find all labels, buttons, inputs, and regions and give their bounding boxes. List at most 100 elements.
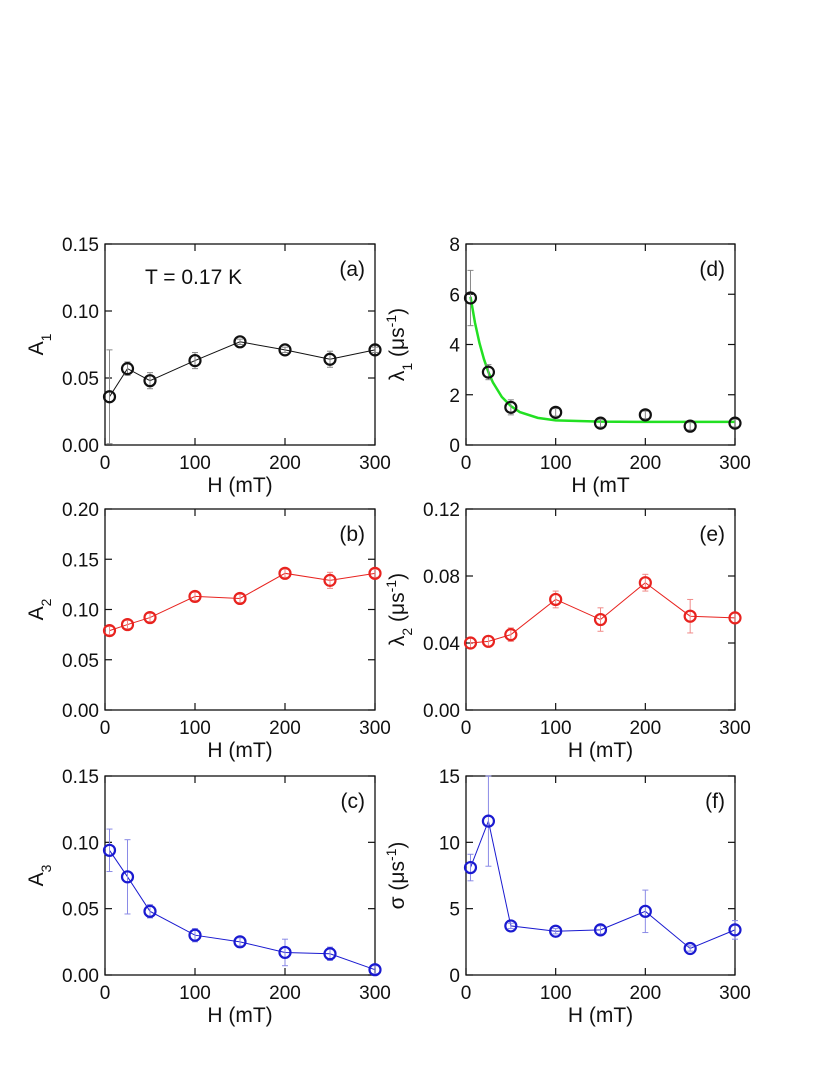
data-point	[504, 400, 518, 414]
y-tick-label: 0.05	[62, 369, 99, 390]
error-bar	[687, 945, 694, 952]
data-point	[278, 945, 292, 960]
error-bar	[106, 349, 113, 445]
y-axis-label: λ2 (μs-1)	[383, 573, 415, 646]
y-label-part: (μs	[386, 327, 409, 362]
x-tick-label: 300	[719, 983, 751, 1004]
error-bar	[467, 853, 474, 882]
panel: 0.00 0.04 0.08 0.12 0 100 200 300 H (mT) λ2 (μs-1…	[383, 500, 751, 762]
data-point	[233, 591, 247, 606]
series-line	[470, 819, 736, 950]
error-bar	[642, 410, 649, 420]
y-axis-label: A2	[25, 598, 54, 620]
x-tick-label: 0	[100, 983, 111, 1004]
error-bar	[687, 421, 694, 431]
data-point	[323, 947, 337, 961]
error-bar	[124, 839, 131, 915]
panel-label: (c)	[341, 790, 366, 813]
data-point	[188, 353, 202, 368]
data-point	[638, 408, 652, 422]
error-bar	[732, 418, 738, 428]
x-tick-label: 200	[629, 983, 661, 1004]
data-point	[368, 566, 382, 580]
y-tick-label: 6	[449, 285, 460, 306]
y-label-part: 1	[38, 333, 54, 341]
y-axis-label: σ (μs-1)	[383, 842, 409, 910]
x-tick-label: 100	[540, 453, 572, 474]
error-bar	[597, 418, 604, 428]
data-point	[323, 573, 337, 587]
x-tick-label: 200	[629, 453, 661, 474]
y-tick-label: 0.10	[62, 302, 99, 323]
y-tick-label: 4	[449, 336, 460, 357]
y-tick-label: 5	[449, 900, 460, 921]
y-label-part: 1	[399, 363, 415, 371]
data-point	[120, 362, 135, 376]
data-point	[102, 390, 117, 404]
y-label-part: 2	[399, 628, 415, 636]
error-bar	[507, 922, 514, 930]
data-point	[278, 566, 292, 580]
y-label-part: -1	[383, 580, 399, 593]
data-point	[504, 628, 518, 642]
panel: 0.00 0.05 0.10 0.15 0 100 200 300 H (mT) A1 (a) T =…	[25, 235, 391, 497]
series-line	[109, 341, 376, 398]
panel: 0.00 0.05 0.10 0.15 0.20 0 100 200 300 H (mT) A2 (b…	[25, 500, 391, 762]
error-bar	[106, 828, 113, 873]
x-tick-label: 0	[461, 983, 472, 1004]
y-tick-label: 0.05	[62, 900, 99, 921]
data-point	[233, 935, 247, 949]
y-tick-label: 0.05	[62, 651, 99, 672]
x-tick-label: 300	[359, 453, 391, 474]
error-bar	[552, 408, 559, 417]
data-point	[233, 335, 247, 349]
panel: 0 5 10 15 0 100 200 300 H (mT) σ (μs-1) (f)	[383, 767, 751, 1027]
y-tick-label: 0.00	[62, 701, 99, 722]
error-bar	[282, 346, 288, 354]
x-tick-label: 200	[629, 718, 661, 739]
x-tick-label: 100	[179, 453, 211, 474]
y-tick-label: 8	[449, 235, 460, 256]
x-tick-label: 300	[359, 983, 391, 1004]
x-tick-label: 0	[461, 718, 472, 739]
plot-frame	[104, 508, 376, 711]
data-point	[593, 612, 608, 627]
y-label-part: -1	[383, 315, 399, 328]
x-tick-label: 300	[719, 453, 751, 474]
x-tick-label: 0	[461, 453, 472, 474]
panel-label: (b)	[339, 523, 365, 546]
y-label-part: )	[386, 842, 409, 849]
data-point	[368, 963, 382, 977]
x-axis-label: H (mT)	[207, 1004, 272, 1027]
x-tick-label: 200	[269, 453, 301, 474]
panel-label: (e)	[699, 523, 725, 546]
error-bar	[282, 938, 288, 967]
data-point	[728, 923, 742, 937]
y-tick-label: 0.00	[62, 966, 99, 987]
data-point	[143, 374, 157, 388]
x-tick-label: 300	[719, 718, 751, 739]
y-axis-label: A3	[25, 864, 54, 886]
panel: 0.00 0.05 0.10 0.15 0 100 200 300 H (mT) A3 (c)	[25, 767, 391, 1027]
x-axis-label: H (mT)	[207, 739, 272, 762]
y-tick-label: 10	[439, 833, 460, 854]
data-point	[638, 576, 652, 590]
data-point	[481, 814, 496, 828]
panel: 0 2 4 6 8 0 100 200 300 H (mT λ1 (μs-1) (d)	[383, 235, 751, 497]
error-bar	[597, 607, 604, 632]
y-tick-label: 0.08	[423, 567, 460, 588]
y-label-part: λ	[386, 635, 409, 646]
x-axis-label: H (mT)	[568, 739, 633, 762]
y-label-part: A	[25, 341, 48, 355]
data-point	[593, 923, 608, 937]
data-point	[504, 919, 518, 933]
x-tick-label: 0	[100, 718, 111, 739]
y-label-part: )	[386, 308, 409, 315]
y-tick-label: 0.20	[62, 500, 99, 521]
y-label-part: λ	[386, 370, 409, 381]
data-point	[323, 352, 337, 366]
y-axis-label: A1	[25, 333, 54, 355]
data-point	[728, 611, 742, 625]
data-point	[143, 904, 157, 918]
error-bar	[372, 346, 378, 354]
